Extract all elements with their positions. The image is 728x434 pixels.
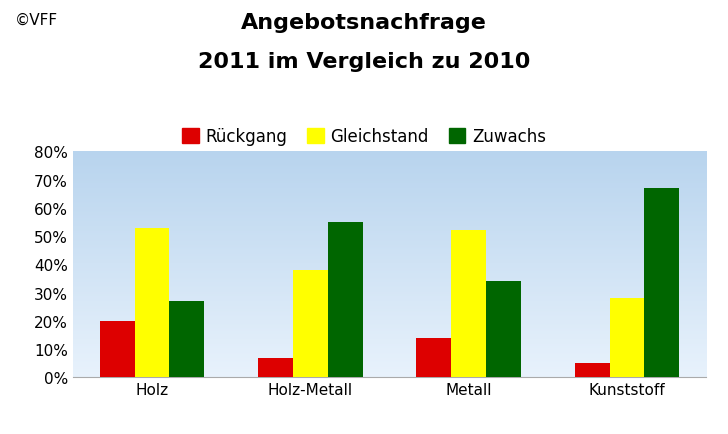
Bar bbox=[135, 228, 170, 378]
Bar bbox=[486, 282, 521, 378]
Bar bbox=[293, 270, 328, 378]
Bar bbox=[416, 338, 451, 378]
Bar bbox=[574, 363, 609, 378]
Bar bbox=[100, 321, 135, 378]
Text: 2011 im Vergleich zu 2010: 2011 im Vergleich zu 2010 bbox=[198, 52, 530, 72]
Bar bbox=[451, 231, 486, 378]
Bar bbox=[609, 299, 644, 378]
Bar bbox=[258, 358, 293, 378]
Text: ©VFF: ©VFF bbox=[15, 13, 58, 28]
Bar bbox=[644, 188, 679, 378]
Bar bbox=[328, 222, 363, 378]
Text: Angebotsnachfrage: Angebotsnachfrage bbox=[241, 13, 487, 33]
Legend: Rückgang, Gleichstand, Zuwachs: Rückgang, Gleichstand, Zuwachs bbox=[175, 121, 553, 152]
Bar bbox=[170, 301, 205, 378]
